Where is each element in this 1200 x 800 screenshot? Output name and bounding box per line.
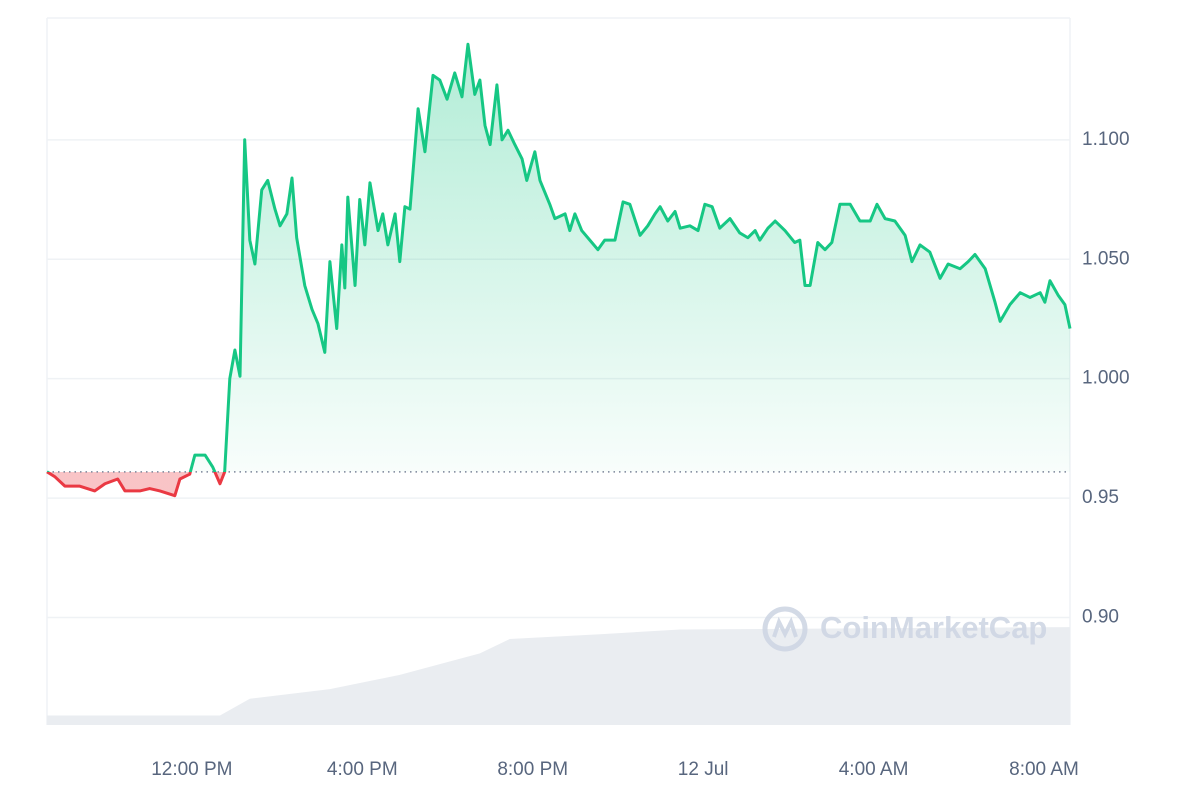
watermark-logo [772, 616, 798, 639]
volume-area [47, 627, 1070, 725]
watermark-text: CoinMarketCap [820, 610, 1047, 645]
x-tick-label: 8:00 PM [497, 759, 568, 780]
x-tick-label: 8:00 AM [1009, 759, 1079, 780]
x-tick-label: 4:00 AM [839, 759, 909, 780]
watermark-logo [762, 606, 808, 652]
y-tick-label: 0.95 [1082, 487, 1119, 508]
y-tick-label: 1.050 [1082, 248, 1130, 269]
y-tick-label: 0.90 [1082, 607, 1119, 628]
y-tick-label: 1.000 [1082, 368, 1130, 389]
y-tick-label: 1.100 [1082, 129, 1130, 150]
x-tick-label: 4:00 PM [327, 759, 398, 780]
price-line [46, 42, 1072, 498]
x-tick-label: 12:00 PM [151, 759, 232, 780]
price-area [47, 44, 1070, 496]
x-tick-label: 12 Jul [678, 759, 729, 780]
watermark: CoinMarketCap [762, 606, 1047, 652]
